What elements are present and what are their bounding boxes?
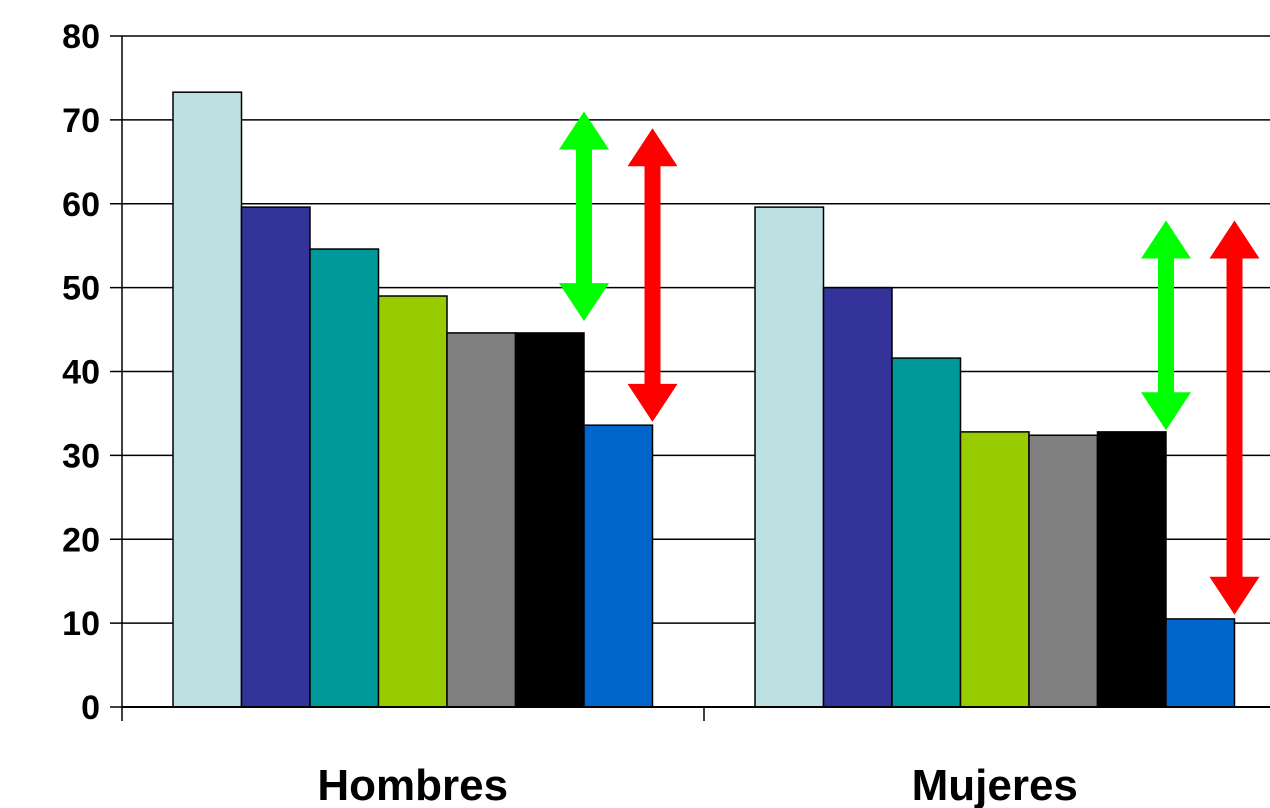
bars <box>172 91 1236 708</box>
y-tick-label: 60 <box>62 186 100 224</box>
bar-hombres-6 <box>514 332 585 708</box>
axes <box>110 35 1270 721</box>
category-label: Mujeres <box>912 761 1078 808</box>
bar-mujeres-2 <box>822 286 893 708</box>
y-tick-label: 0 <box>81 689 100 727</box>
bar-hombres-7 <box>583 424 654 708</box>
y-tick-label: 40 <box>62 354 100 392</box>
bar-mujeres-5 <box>1028 434 1099 708</box>
category-labels: Hombres Mujeres <box>317 761 1078 808</box>
bar-hombres-4 <box>377 295 448 708</box>
bar-mujeres-3 <box>891 357 962 708</box>
bar-mujeres-4 <box>959 431 1030 708</box>
bar-mujeres-7 <box>1165 618 1236 708</box>
bar-mujeres-6 <box>1096 431 1167 708</box>
y-tick-label: 30 <box>62 437 100 475</box>
annotation-arrows <box>559 111 1260 615</box>
bar-hombres-5 <box>446 332 517 708</box>
bar-hombres-3 <box>309 248 380 708</box>
y-tick-label: 10 <box>62 605 100 643</box>
category-label: Hombres <box>317 761 508 808</box>
bar-mujeres-1 <box>754 206 825 708</box>
y-tick-label: 70 <box>62 102 100 140</box>
y-tick-label: 20 <box>62 521 100 559</box>
bar-hombres-2 <box>240 206 311 708</box>
green-double-arrow-mujeres <box>1141 220 1191 431</box>
y-tick-label: 80 <box>62 18 100 56</box>
red-double-arrow-hombres <box>627 128 678 422</box>
bar-hombres-1 <box>172 91 243 708</box>
green-double-arrow-hombres <box>559 111 609 322</box>
red-double-arrow-mujeres <box>1209 220 1260 615</box>
y-tick-labels: 0 10 20 30 40 50 60 70 80 <box>62 18 100 727</box>
y-tick-label: 50 <box>62 270 100 308</box>
